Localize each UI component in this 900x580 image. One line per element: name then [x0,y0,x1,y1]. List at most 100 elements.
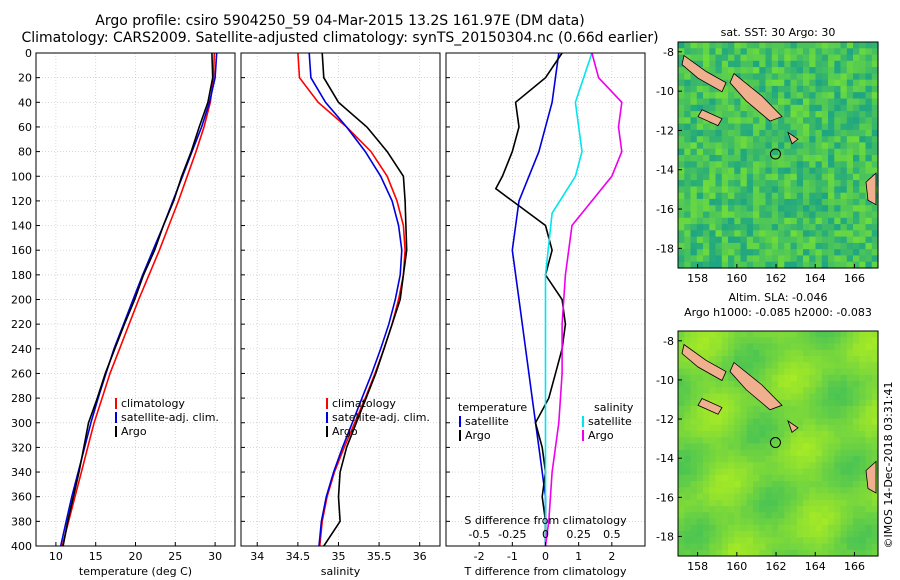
map-cell [859,356,867,363]
map-cell [696,468,704,476]
map-cell [846,362,854,370]
map-cell [759,205,767,213]
series-line-argo [321,52,408,547]
x-tick-label-salinity: 0.25 [566,528,591,541]
map-cell [715,337,723,345]
map-cell [846,79,854,87]
map-cell [753,424,760,432]
map-cell [715,481,723,488]
map-cell [728,481,735,488]
x-tick-label-salinity: -0.25 [498,528,526,541]
map-cell [678,67,685,74]
map-cell [790,343,798,351]
map-cell [740,399,748,407]
map-cell [753,499,760,507]
map-cell [753,349,760,357]
map-cell [846,412,854,420]
map-cell [784,543,792,551]
map-cell [828,155,835,162]
map-cell [753,481,760,488]
map-cell [765,155,773,162]
map-cell [696,368,704,376]
map-cell [790,67,798,74]
map-cell [728,412,735,420]
map-cell [846,217,854,225]
legend-label: Argo [332,425,358,438]
map-cell [846,42,854,49]
map-cell [721,198,729,206]
series-line-s-satellite [544,52,593,546]
map-cell [759,230,767,238]
map-cell [809,255,817,263]
map-cell [759,543,767,551]
map-cell [809,173,817,181]
map-cell [721,173,729,181]
map-cell [771,524,779,532]
map-cell [815,217,823,225]
map-cell [703,468,710,476]
map-cell [734,186,742,194]
map-cell [721,224,729,231]
map-cell [771,98,779,106]
map-cell [821,506,829,513]
map-cell [728,531,735,538]
map-cell [865,129,873,137]
map-cell [803,142,810,150]
map-cell [853,217,860,225]
map-cell [765,261,773,269]
map-cell [840,387,848,395]
map-cell [809,180,817,187]
map-cell [734,173,742,181]
map-cell [865,331,873,338]
map-cell [796,412,804,420]
x-tick-label: 34.5 [286,550,311,563]
map-cell [778,173,785,181]
map-cell [796,123,804,131]
map-cell [846,474,854,482]
map-title-line2: Argo h1000: -0.085 h2000: -0.083 [684,306,872,319]
map-cell [696,255,704,263]
map-cell [784,67,792,74]
map-cell [796,506,804,513]
map-cell [815,456,823,463]
map-cell [859,524,867,532]
map-cell [840,186,848,194]
map-cell [809,499,817,507]
map-cell [740,167,748,175]
map-cell [809,48,817,56]
map-cell [859,531,867,538]
map-cell [865,531,873,538]
map-cell [840,217,848,225]
map-cell [734,54,742,62]
series-line-argo [62,52,214,547]
map-cell [715,186,723,194]
map-cell [703,456,710,463]
map-cell [709,512,717,520]
map-cell [859,249,867,257]
map-cell [859,192,867,200]
map-cell [759,48,767,56]
map-cell [859,549,867,557]
map-cell [715,242,723,250]
map-cell [790,129,798,137]
map-cell [696,512,704,520]
map-cell [678,42,685,49]
map-cell [740,337,748,345]
argo-location-marker [769,148,781,160]
map-cell [803,48,810,56]
map-cell [853,148,860,156]
map-cell [803,129,810,137]
map-cell [846,48,854,56]
map-cell [759,443,767,451]
map-x-tick-label: 160 [726,272,747,285]
map-cell [834,54,842,62]
map-cell [821,161,829,169]
map-cell [846,399,854,407]
map-cell [865,60,873,68]
map-cell [703,148,710,156]
map-cell [834,368,842,376]
map-cell [828,331,835,338]
map-cell [690,393,698,401]
map-cell [703,142,710,150]
map-cell [703,331,710,338]
